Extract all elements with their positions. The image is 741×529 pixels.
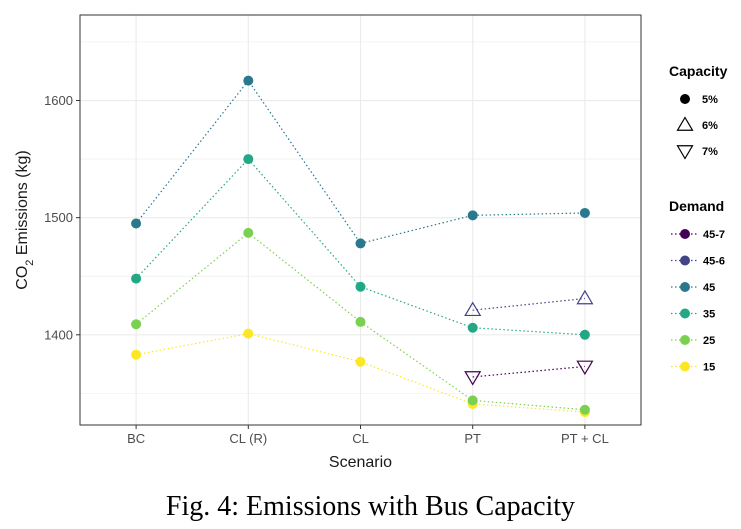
series-line-45-6: [472, 297, 585, 311]
data-point-25: [467, 395, 478, 406]
x-tick-label: PT: [464, 431, 481, 446]
series-lines: [135, 79, 585, 413]
data-point-35: [467, 322, 478, 333]
series-line-45: [135, 79, 585, 245]
legend-demand-dot: [680, 229, 690, 239]
legend-capacity: Capacity 5% 6% 7%: [669, 63, 728, 160]
legend-demand: Demand 45-7 45-6 45 35 25 15: [669, 198, 725, 374]
x-tick-label: BC: [127, 431, 145, 446]
legend-capacity-title: Capacity: [669, 63, 728, 79]
x-tick-label: PT + CL: [561, 431, 609, 446]
legend-demand-label: 45-7: [703, 229, 725, 241]
axes: 1400 1500 1600 BC CL (R) CL PT PT + CL: [44, 14, 642, 446]
y-axis-title-main: CO: [14, 266, 31, 290]
series-line-35: [135, 158, 585, 336]
data-point-35: [355, 281, 366, 292]
series-points: [131, 75, 594, 418]
legend-demand-dot: [680, 361, 690, 372]
x-tick-label: CL (R): [229, 431, 267, 446]
legend-demand-title: Demand: [669, 198, 724, 214]
y-tick-label: 1500: [44, 210, 73, 225]
data-point-25: [579, 404, 590, 415]
y-axis-title-rest: Emissions (kg): [14, 150, 31, 259]
legend-capacity-key: [676, 116, 694, 131]
data-point-35: [579, 329, 590, 340]
legend-demand-dot: [680, 282, 690, 292]
legend-demand-dot: [680, 308, 690, 319]
legend-capacity-label: 6%: [702, 120, 718, 132]
x-tick-label: CL: [352, 431, 369, 446]
data-point-45-7: [464, 371, 482, 386]
data-point-45-6: [576, 289, 594, 305]
y-axis-title: CO2 Emissions (kg): [14, 150, 36, 289]
x-axis-title: Scenario: [329, 454, 392, 471]
data-point-45: [355, 238, 366, 249]
legend-demand-label: 15: [703, 362, 715, 374]
series-line-45-7: [472, 365, 585, 378]
legend-capacity-key: [680, 94, 690, 104]
y-axis-title-subscript: 2: [24, 260, 36, 266]
data-point-15: [243, 328, 254, 339]
legend-demand-dot: [680, 335, 690, 345]
legend-capacity-label: 7%: [702, 146, 718, 158]
data-point-25: [243, 227, 254, 238]
data-point-15: [131, 349, 142, 360]
data-point-35: [243, 154, 254, 165]
data-point-45: [243, 75, 254, 86]
legend-demand-label: 25: [703, 335, 715, 347]
legend-demand-label: 35: [703, 309, 715, 321]
chart: 1400 1500 1600 BC CL (R) CL PT PT + CL Scenario…: [14, 14, 728, 471]
legend-demand-dot: [680, 255, 690, 266]
data-point-45: [579, 207, 590, 218]
legend-capacity-label: 5%: [702, 94, 718, 106]
data-point-35: [131, 273, 142, 284]
data-point-25: [355, 316, 366, 327]
y-tick-label: 1600: [44, 93, 73, 108]
legend-demand-label: 45-6: [703, 256, 725, 268]
data-point-25: [131, 319, 142, 330]
series-line-25: [135, 232, 585, 411]
legend-demand-label: 45: [703, 282, 715, 294]
legend-capacity-key: [676, 145, 694, 160]
figure-caption: Fig. 4: Emissions with Bus Capacity: [165, 491, 576, 522]
data-point-45: [131, 218, 142, 229]
data-point-45-7: [576, 360, 594, 376]
data-point-45-6: [464, 301, 482, 317]
y-tick-label: 1400: [44, 327, 73, 342]
data-point-15: [355, 356, 366, 367]
data-point-45: [467, 210, 478, 221]
series-line-15: [135, 333, 585, 413]
